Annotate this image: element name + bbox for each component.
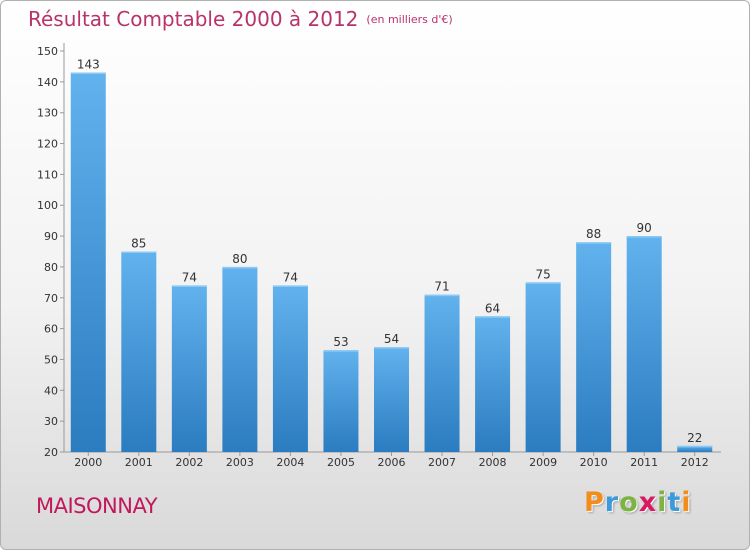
bar-value-label: 71 — [434, 280, 449, 294]
bar-highlight — [475, 316, 511, 318]
chart-title: Résultat Comptable 2000 à 2012 (en millie… — [28, 7, 453, 31]
logo-letter: P — [584, 487, 605, 518]
title-text: Résultat Comptable 2000 à 2012 — [28, 7, 359, 31]
bar — [121, 251, 157, 452]
bar — [677, 445, 713, 452]
bar — [576, 242, 612, 452]
logo-letter: i — [681, 487, 692, 518]
y-tick-label: 30 — [44, 415, 58, 428]
chart-subtitle: (en milliers d'€) — [366, 13, 453, 26]
bar-value-label: 53 — [333, 335, 348, 349]
y-tick-label: 80 — [44, 261, 58, 274]
bar — [424, 294, 460, 452]
y-tick-label: 20 — [44, 446, 58, 459]
y-tick-label: 140 — [37, 76, 58, 89]
logo-letter: r — [604, 487, 620, 518]
bar-value-label: 88 — [586, 227, 601, 241]
bar-value-label: 22 — [687, 431, 702, 445]
y-tick-label: 50 — [44, 353, 58, 366]
x-tick-label: 2007 — [428, 456, 456, 469]
bar — [323, 350, 359, 452]
y-tick-label: 100 — [37, 199, 58, 212]
bar — [171, 285, 207, 452]
x-tick-label: 2003 — [226, 456, 254, 469]
bar-value-label: 74 — [283, 270, 298, 284]
bar-highlight — [222, 266, 258, 269]
bar — [374, 347, 409, 452]
y-tick-label: 40 — [44, 384, 58, 397]
x-tick-label: 2008 — [479, 456, 507, 469]
x-tick-label: 2011 — [630, 456, 658, 469]
bar — [475, 316, 511, 452]
bar — [222, 266, 258, 452]
commune-name: MAISONNAY — [36, 494, 158, 518]
logo-letter: t — [667, 487, 682, 518]
bar-highlight — [525, 282, 561, 284]
bar-highlight — [677, 445, 713, 448]
bar — [272, 285, 308, 452]
bar — [525, 282, 561, 452]
bar-highlight — [171, 285, 207, 287]
bar-highlight — [272, 285, 308, 287]
x-tick-label: 2001 — [125, 456, 153, 469]
y-tick-label: 150 — [37, 45, 58, 58]
bar-highlight — [70, 72, 106, 75]
bar-highlight — [576, 242, 612, 244]
bar-value-label: 85 — [131, 237, 146, 251]
x-tick-label: 2002 — [175, 456, 203, 469]
bar-highlight — [424, 294, 460, 297]
bar-value-label: 74 — [182, 270, 197, 284]
x-tick-label: 2006 — [378, 456, 406, 469]
logo-letter: o — [619, 487, 639, 518]
bar-value-label: 75 — [535, 267, 550, 281]
x-tick-label: 2012 — [681, 456, 709, 469]
bar-highlight — [374, 347, 409, 349]
bar-highlight — [121, 251, 157, 253]
bar-highlight — [323, 350, 359, 352]
bar-value-label: 54 — [384, 332, 399, 346]
y-tick-label: 120 — [37, 138, 58, 151]
x-tick-label: 2000 — [74, 456, 102, 469]
bar — [70, 72, 106, 452]
y-tick-label: 70 — [44, 292, 58, 305]
y-tick-label: 90 — [44, 230, 58, 243]
logo-letter: i — [657, 487, 668, 518]
bar-value-label: 143 — [77, 58, 100, 72]
y-tick-label: 130 — [37, 107, 58, 120]
x-tick-label: 2004 — [276, 456, 304, 469]
logo-letter: x — [638, 487, 658, 518]
bar-value-label: 80 — [232, 252, 247, 266]
bar-highlight — [626, 236, 662, 238]
y-tick-label: 60 — [44, 323, 58, 336]
y-tick-label: 110 — [37, 168, 58, 181]
bar-value-label: 64 — [485, 301, 500, 315]
x-tick-label: 2005 — [327, 456, 355, 469]
bar — [626, 236, 662, 452]
proxiti-logo[interactable]: Proxiti — [584, 487, 692, 518]
x-tick-label: 2009 — [529, 456, 557, 469]
bar-value-label: 90 — [637, 221, 652, 235]
x-tick-label: 2010 — [580, 456, 608, 469]
